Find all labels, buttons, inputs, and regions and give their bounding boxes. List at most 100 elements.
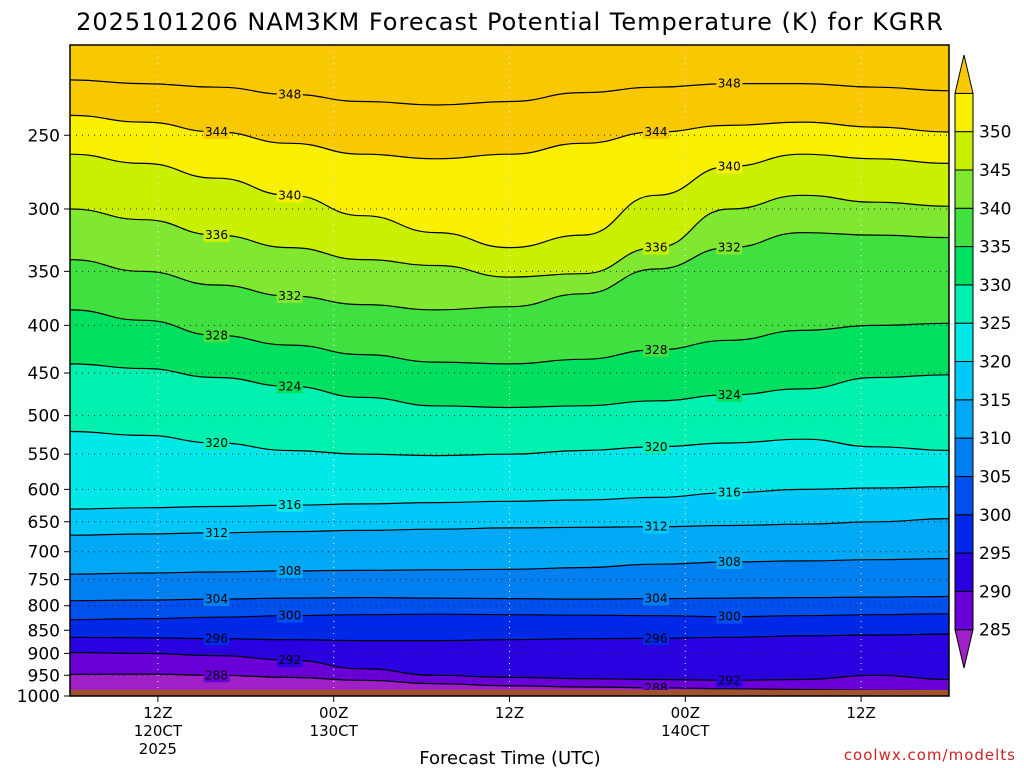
x-axis-label: Forecast Time (UTC) — [419, 748, 600, 768]
isentrope-label-348: 348 — [718, 77, 741, 91]
isentrope-label-348: 348 — [278, 87, 301, 101]
y-tick-label-250: 250 — [28, 126, 60, 146]
isentrope-label-320: 320 — [205, 436, 228, 450]
isentrope-label-bg-324 — [716, 387, 743, 402]
colorbar-tick-330: 330 — [979, 276, 1011, 296]
isentrope-label-312: 312 — [645, 520, 668, 534]
isentrope-label-328: 328 — [205, 328, 228, 342]
isentrope-label-bg-344 — [643, 125, 669, 140]
colorbar-segment-2 — [954, 552, 974, 592]
colorbar-tick-325: 325 — [979, 314, 1011, 334]
isentrope-label-296: 296 — [645, 631, 668, 645]
colorbar-segment-6 — [954, 399, 974, 439]
ground-band — [70, 689, 949, 696]
isentrope-label-340: 340 — [278, 188, 301, 202]
x-tick-label-18-1: 130CT — [310, 722, 359, 740]
isentrope-label-bg-336 — [643, 240, 669, 255]
colorbar-segment-1 — [954, 590, 974, 631]
isentrope-label-340: 340 — [718, 159, 741, 173]
credit-text: coolwx.com/modelts — [844, 746, 1016, 764]
isentrope-label-292: 292 — [278, 653, 301, 667]
y-tick-label-400: 400 — [28, 316, 60, 336]
isentrope-label-344: 344 — [205, 125, 228, 139]
y-tick-label-550: 550 — [28, 445, 60, 465]
x-tick-label-30-0: 12Z — [495, 704, 524, 722]
colorbar-segment-3 — [954, 514, 974, 554]
isentrope-300 — [70, 613, 949, 621]
isentrope-label-296: 296 — [205, 632, 228, 646]
y-tick-label-850: 850 — [28, 621, 60, 641]
isentrope-label-bg-288 — [203, 668, 230, 683]
colorbar: 285 290 295 300 305 310 315 320 325 330 335 340 345 3… — [954, 54, 1011, 669]
isentrope-label-324: 324 — [718, 388, 741, 402]
isentrope-label-bg-292 — [716, 673, 743, 688]
isentrope-label-bg-304 — [203, 592, 230, 607]
colorbar-segment-4 — [954, 475, 974, 516]
colorbar-tick-285: 285 — [979, 621, 1011, 641]
y-tick-label-450: 450 — [28, 364, 60, 384]
isentrope-label-336: 336 — [205, 228, 228, 242]
colorbar-segment-7 — [954, 361, 974, 401]
colorbar-segment-14 — [954, 92, 974, 133]
isentrope-label-bg-296 — [643, 631, 669, 646]
colorbar-segment-11 — [954, 207, 974, 248]
isentrope-label-300: 300 — [718, 610, 741, 624]
isentrope-label-304: 304 — [645, 592, 668, 606]
isentrope-label-bg-348 — [276, 87, 303, 102]
x-tick-label-42-1: 140CT — [661, 722, 710, 740]
y-axis: 250 300 350 400 450 500 550 600 650 700 750 800 850 9… — [17, 126, 70, 707]
y-tick-label-500: 500 — [28, 407, 60, 427]
isentrope-label-bg-332 — [276, 289, 303, 304]
colorbar-tick-350: 350 — [979, 123, 1011, 143]
isentrope-332 — [70, 231, 949, 311]
isentrope-label-bg-316 — [276, 498, 303, 513]
isentrope-label-bg-312 — [203, 525, 230, 540]
colorbar-segment-5 — [954, 437, 974, 477]
isentrope-308 — [70, 558, 949, 575]
isentrope-label-bg-320 — [203, 435, 230, 450]
x-tick-label-18-0: 00Z — [319, 704, 348, 722]
y-tick-label-900: 900 — [28, 644, 60, 664]
isentrope-348 — [70, 79, 949, 106]
x-tick-label-54-0: 12Z — [846, 704, 875, 722]
isentrope-label-336: 336 — [645, 241, 668, 255]
colorbar-segment-9 — [954, 284, 974, 324]
isentrope-label-288: 288 — [205, 668, 228, 682]
colorbar-tick-295: 295 — [979, 544, 1011, 564]
y-tick-label-300: 300 — [28, 200, 60, 220]
y-tick-label-950: 950 — [28, 666, 60, 686]
isentrope-label-bg-332 — [716, 240, 743, 255]
colorbar-tick-340: 340 — [979, 199, 1011, 219]
x-tick-label-42-0: 00Z — [671, 704, 700, 722]
x-tick-label-6-2: 2025 — [139, 740, 177, 758]
y-tick-label-1000: 1000 — [17, 687, 60, 707]
colorbar-top-arrow — [954, 54, 974, 94]
isentrope-label-bg-296 — [203, 631, 230, 646]
isentrope-340 — [70, 153, 949, 249]
colorbar-tick-290: 290 — [979, 582, 1011, 602]
isentrope-label-bg-292 — [276, 653, 303, 668]
isentrope-label-bg-324 — [276, 379, 303, 394]
y-tick-label-600: 600 — [28, 480, 60, 500]
isentrope-label-308: 308 — [278, 564, 301, 578]
isentrope-label-328: 328 — [645, 343, 668, 357]
colorbar-tick-335: 335 — [979, 238, 1011, 258]
isentrope-316 — [70, 486, 949, 510]
isentrope-label-316: 316 — [278, 498, 301, 512]
isentrope-label-bg-320 — [643, 439, 669, 454]
colorbar-segment-10 — [954, 246, 974, 286]
colorbar-segment-13 — [954, 131, 974, 171]
isentrope-label-304: 304 — [205, 592, 228, 606]
isentrope-label-300: 300 — [278, 609, 301, 623]
isentrope-label-292: 292 — [718, 673, 741, 687]
isentrope-label-bg-316 — [716, 485, 743, 500]
isentrope-label-bg-300 — [276, 608, 303, 623]
isentrope-label-bg-328 — [203, 328, 230, 343]
isentrope-324 — [70, 363, 949, 409]
isentrope-label-320: 320 — [645, 440, 668, 454]
isentrope-label-332: 332 — [278, 289, 301, 303]
